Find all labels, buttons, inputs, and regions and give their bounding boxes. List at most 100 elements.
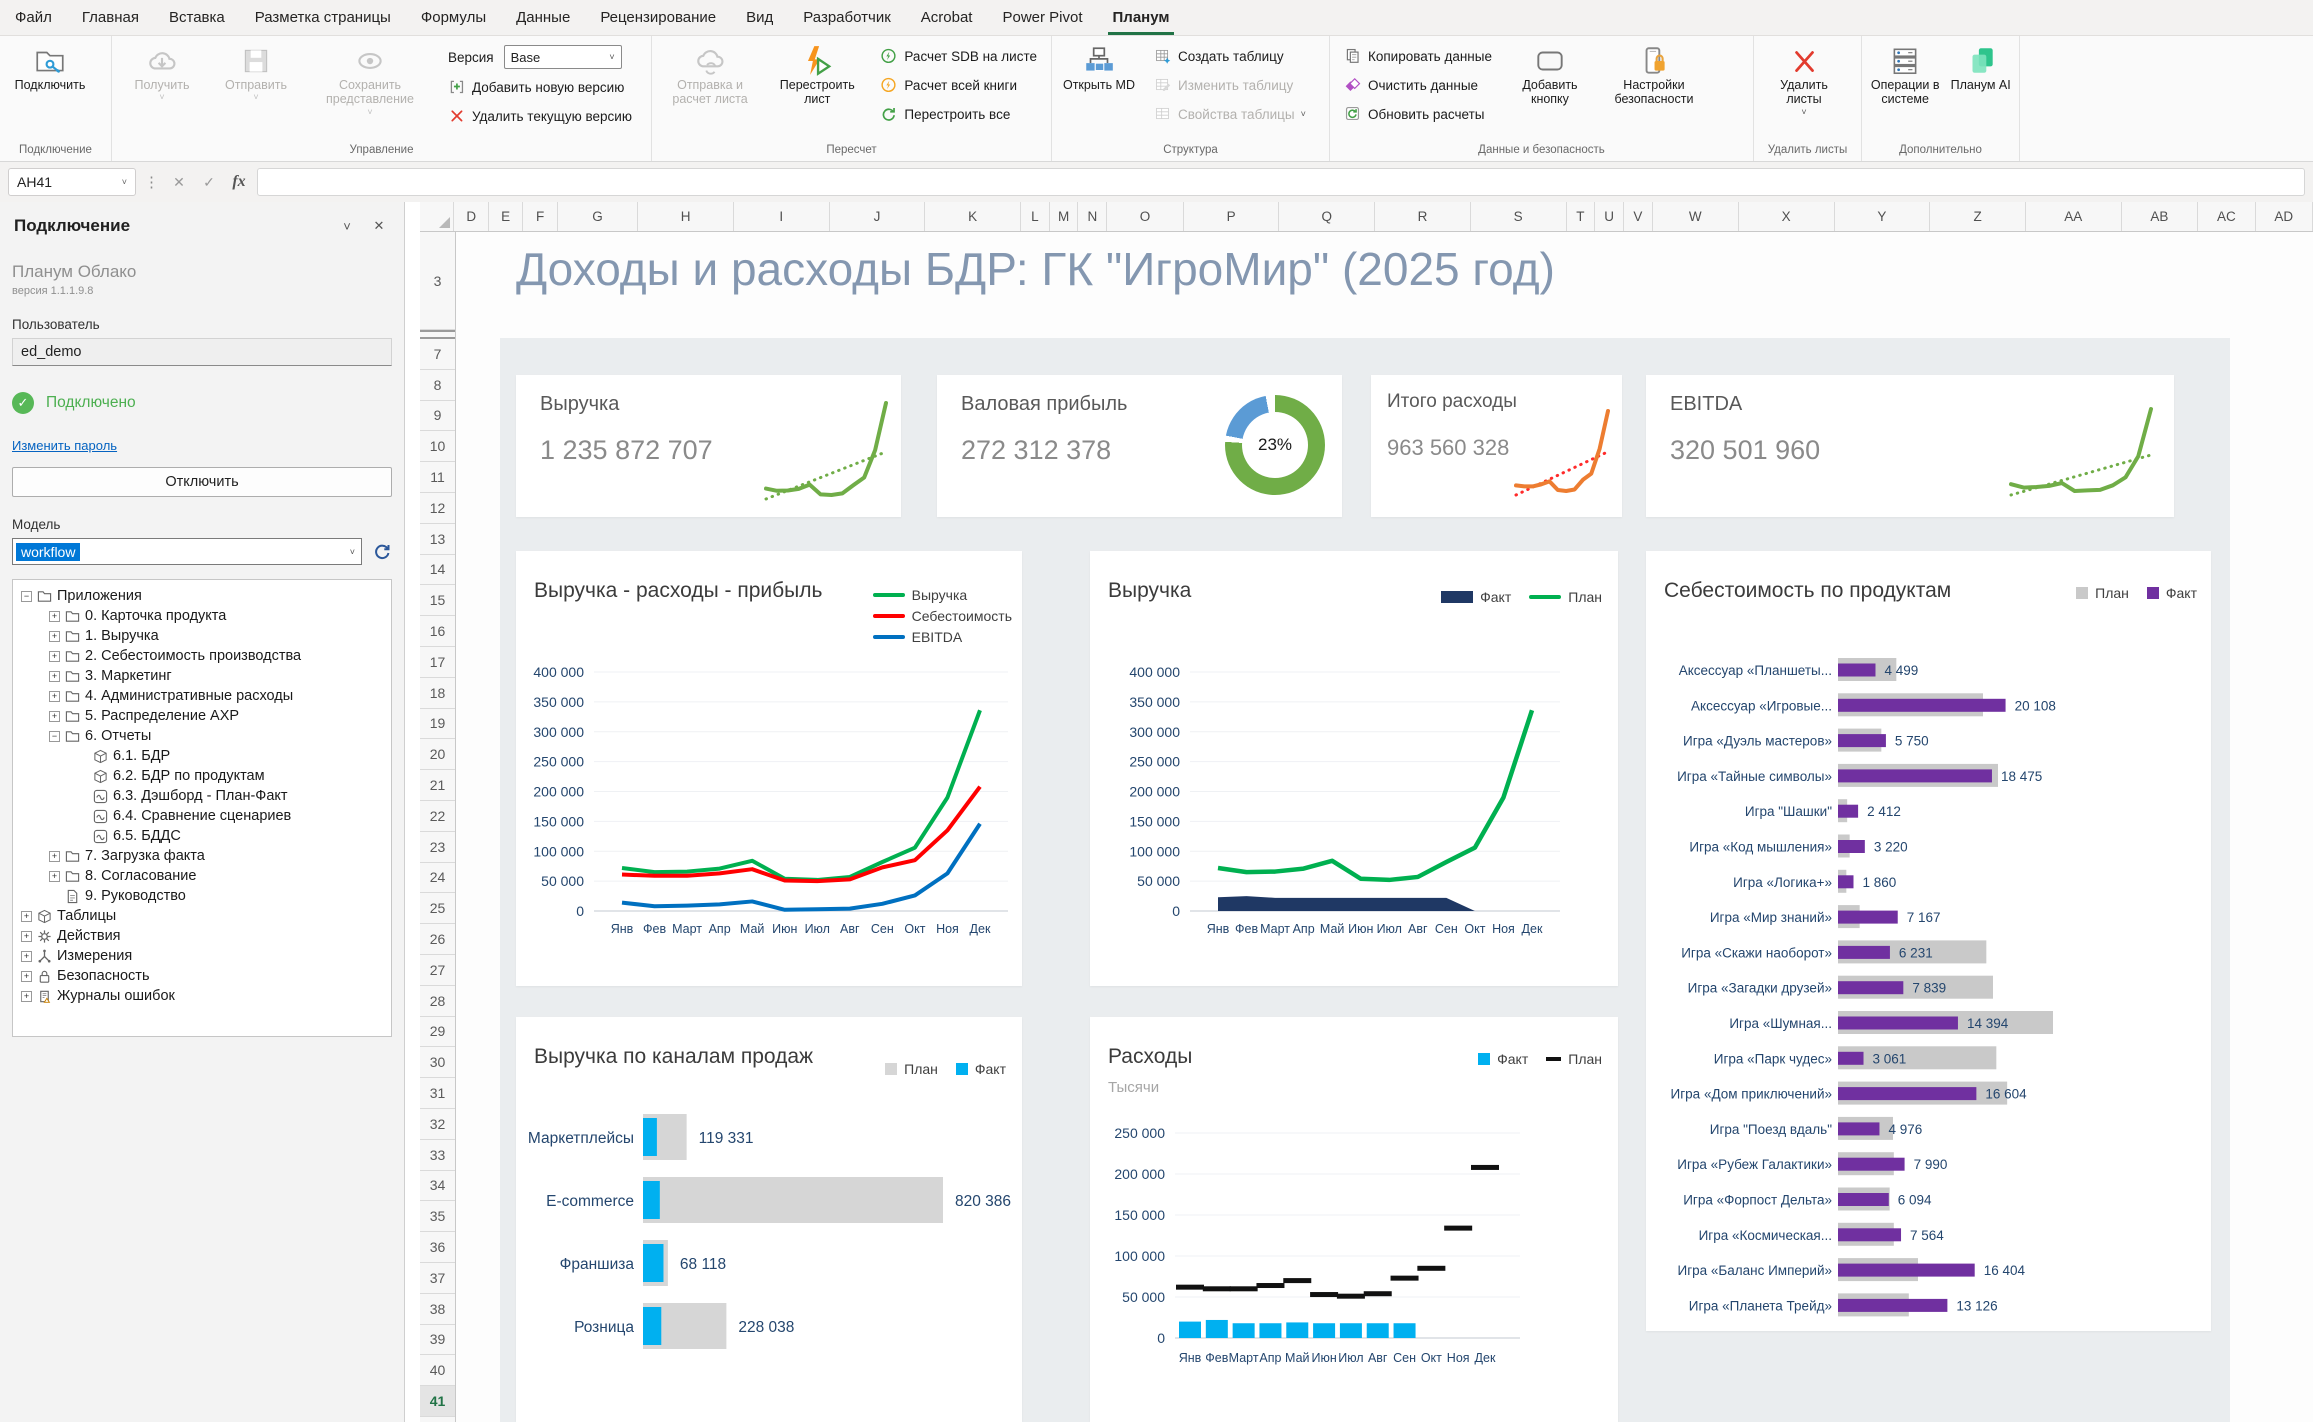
user-field[interactable]: ed_demo bbox=[12, 338, 392, 366]
add-version-button[interactable]: Добавить новую версию bbox=[444, 75, 636, 99]
fx-icon[interactable]: fx bbox=[227, 170, 251, 194]
row-header-12[interactable]: 12 bbox=[420, 493, 455, 524]
column-header-L[interactable]: L bbox=[1021, 202, 1050, 231]
row-header-14[interactable]: 14 bbox=[420, 555, 455, 586]
select-all-corner[interactable] bbox=[420, 202, 454, 231]
disconnect-button[interactable]: Отключить bbox=[12, 467, 392, 497]
collapse-icon[interactable]: − bbox=[21, 591, 32, 602]
row-header-41[interactable]: 41 bbox=[420, 1386, 455, 1417]
row-header-21[interactable]: 21 bbox=[420, 770, 455, 801]
tab-Данные[interactable]: Данные bbox=[501, 0, 585, 35]
column-header-N[interactable]: N bbox=[1078, 202, 1107, 231]
name-box[interactable]: AH41 ˅ bbox=[8, 168, 136, 196]
planum-ai-button[interactable]: Планум AI bbox=[1946, 40, 2015, 136]
row-header-35[interactable]: 35 bbox=[420, 1201, 455, 1232]
row-header-30[interactable]: 30 bbox=[420, 1047, 455, 1078]
delete-version-button[interactable]: Удалить текущую версию bbox=[444, 104, 636, 128]
tree-item-5[interactable]: +4. Административные расходы bbox=[19, 686, 391, 706]
expand-icon[interactable]: + bbox=[49, 871, 60, 882]
column-header-J[interactable]: J bbox=[830, 202, 926, 231]
column-header-G[interactable]: G bbox=[558, 202, 638, 231]
kpi-card-4[interactable]: EBITDA320 501 960 bbox=[1646, 375, 2174, 517]
column-header-Y[interactable]: Y bbox=[1835, 202, 1931, 231]
expand-icon[interactable]: + bbox=[21, 991, 32, 1002]
rebuild-all-button[interactable]: Перестроить все bbox=[876, 102, 1041, 126]
expand-icon[interactable]: + bbox=[21, 931, 32, 942]
row-header-11[interactable]: 11 bbox=[420, 462, 455, 493]
calc-sdb-sheet-button[interactable]: Расчет SDB на листе bbox=[876, 44, 1041, 68]
column-header-H[interactable]: H bbox=[638, 202, 734, 231]
row-header-31[interactable]: 31 bbox=[420, 1078, 455, 1109]
add-ui-button[interactable]: Добавить кнопку bbox=[1504, 40, 1596, 136]
tree-item-0[interactable]: −Приложения bbox=[19, 586, 391, 606]
row-header-3[interactable]: 3 bbox=[420, 232, 455, 330]
create-table-button[interactable]: Создать таблицу bbox=[1150, 44, 1310, 68]
column-header-Q[interactable]: Q bbox=[1279, 202, 1375, 231]
row-header-25[interactable]: 25 bbox=[420, 893, 455, 924]
column-header-K[interactable]: K bbox=[925, 202, 1021, 231]
tab-Файл[interactable]: Файл bbox=[0, 0, 67, 35]
column-header-AA[interactable]: AA bbox=[2026, 202, 2122, 231]
row-header-15[interactable]: 15 bbox=[420, 585, 455, 616]
chart-revenue-panel[interactable]: ВыручкаФактПлан400 000350 000300 000250 … bbox=[1090, 551, 1618, 986]
calc-workbook-button[interactable]: Расчет всей книги bbox=[876, 73, 1041, 97]
collapse-icon[interactable]: − bbox=[49, 731, 60, 742]
tree-item-9[interactable]: 6.2. БДР по продуктам bbox=[19, 766, 391, 786]
row-header-38[interactable]: 38 bbox=[420, 1294, 455, 1325]
column-header-T[interactable]: T bbox=[1567, 202, 1596, 231]
tab-Acrobat[interactable]: Acrobat bbox=[906, 0, 988, 35]
row-header-17[interactable]: 17 bbox=[420, 647, 455, 678]
row-header-18[interactable]: 18 bbox=[420, 678, 455, 709]
tree-item-2[interactable]: +1. Выручка bbox=[19, 626, 391, 646]
tree-item-7[interactable]: −6. Отчеты bbox=[19, 726, 391, 746]
tree-item-10[interactable]: 6.3. Дэшборд - План-Факт bbox=[19, 786, 391, 806]
expand-icon[interactable]: + bbox=[49, 611, 60, 622]
open-md-button[interactable]: Открыть MD bbox=[1056, 40, 1142, 136]
tree-item-20[interactable]: +Журналы ошибок bbox=[19, 986, 391, 1006]
tree-item-3[interactable]: +2. Себестоимость производства bbox=[19, 646, 391, 666]
sheet-canvas[interactable]: Доходы и расходы БДР: ГК "ИгроМир" (2025… bbox=[456, 232, 2313, 1422]
column-header-X[interactable]: X bbox=[1739, 202, 1835, 231]
expand-icon[interactable]: + bbox=[49, 671, 60, 682]
column-header-Z[interactable]: Z bbox=[1930, 202, 2026, 231]
tree-item-15[interactable]: 9. Руководство bbox=[19, 886, 391, 906]
chevron-down-icon[interactable]: ˅ bbox=[336, 219, 358, 234]
formula-input[interactable] bbox=[257, 168, 2305, 196]
column-header-U[interactable]: U bbox=[1595, 202, 1624, 231]
model-select[interactable]: workflow ˅ bbox=[12, 538, 362, 565]
kpi-card-1[interactable]: Выручка1 235 872 707 bbox=[516, 375, 901, 517]
column-header-V[interactable]: V bbox=[1624, 202, 1653, 231]
connect-button[interactable]: Подключить bbox=[4, 40, 96, 136]
row-header-13[interactable]: 13 bbox=[420, 524, 455, 555]
row-header-23[interactable]: 23 bbox=[420, 832, 455, 863]
tree-item-18[interactable]: +Измерения bbox=[19, 946, 391, 966]
tab-Разметка страницы[interactable]: Разметка страницы bbox=[240, 0, 406, 35]
change-password-link[interactable]: Изменить пароль bbox=[12, 438, 117, 453]
clear-data-button[interactable]: Очистить данные bbox=[1340, 73, 1496, 97]
row-header-16[interactable]: 16 bbox=[420, 616, 455, 647]
column-header-D[interactable]: D bbox=[454, 202, 488, 231]
row-header-40[interactable]: 40 bbox=[420, 1355, 455, 1386]
row-header-34[interactable]: 34 bbox=[420, 1171, 455, 1202]
tab-Вставка[interactable]: Вставка bbox=[154, 0, 240, 35]
tree-item-13[interactable]: +7. Загрузка факта bbox=[19, 846, 391, 866]
tab-Главная[interactable]: Главная bbox=[67, 0, 154, 35]
close-icon[interactable]: ✕ bbox=[368, 218, 390, 234]
version-select[interactable]: Base˅ bbox=[504, 45, 622, 69]
chart-cogs-panel[interactable]: Себестоимость по продуктамПланФактАксесс… bbox=[1646, 551, 2211, 1331]
row-header-22[interactable]: 22 bbox=[420, 801, 455, 832]
expand-icon[interactable]: + bbox=[49, 691, 60, 702]
tab-Power Pivot[interactable]: Power Pivot bbox=[987, 0, 1097, 35]
row-header-19[interactable]: 19 bbox=[420, 709, 455, 740]
column-header-O[interactable]: O bbox=[1107, 202, 1184, 231]
tab-Разработчик[interactable]: Разработчик bbox=[788, 0, 905, 35]
tab-Вид[interactable]: Вид bbox=[731, 0, 788, 35]
column-header-AB[interactable]: AB bbox=[2122, 202, 2199, 231]
column-header-P[interactable]: P bbox=[1184, 202, 1280, 231]
row-header-33[interactable]: 33 bbox=[420, 1140, 455, 1171]
column-header-M[interactable]: M bbox=[1050, 202, 1079, 231]
row-header-37[interactable]: 37 bbox=[420, 1263, 455, 1294]
tree-item-1[interactable]: +0. Карточка продукта bbox=[19, 606, 391, 626]
row-header-32[interactable]: 32 bbox=[420, 1109, 455, 1140]
expand-icon[interactable]: + bbox=[49, 711, 60, 722]
